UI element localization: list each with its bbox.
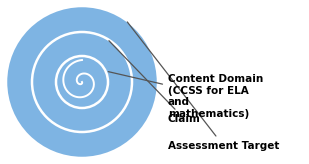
Text: Assessment Target: Assessment Target [127, 22, 279, 151]
Circle shape [6, 6, 158, 158]
Text: Claim: Claim [109, 41, 201, 124]
Circle shape [32, 32, 132, 132]
Circle shape [56, 56, 108, 108]
Text: Content Domain
(CCSS for ELA
and
mathematics): Content Domain (CCSS for ELA and mathema… [108, 72, 263, 119]
